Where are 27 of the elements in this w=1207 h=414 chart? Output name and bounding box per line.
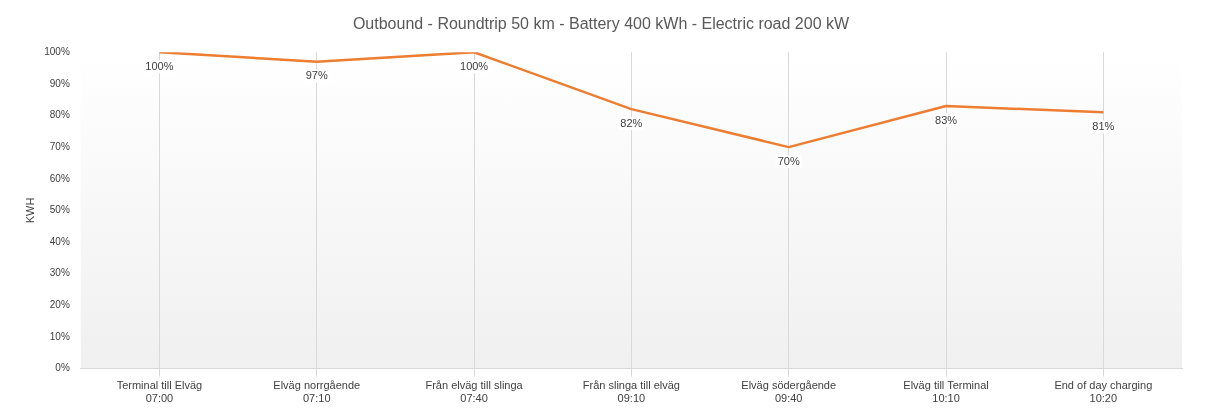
y-axis-title: KWH bbox=[23, 197, 36, 224]
chart-title: Outbound - Roundtrip 50 km - Battery 400 kWh - Electric road 200 kW bbox=[352, 15, 850, 33]
x-tick-label: Från elväg till slinga 07:40 bbox=[425, 379, 524, 405]
data-label: 81% bbox=[1092, 119, 1115, 132]
x-tick-label: Elväg södergående 09:40 bbox=[741, 379, 837, 405]
data-label: 82% bbox=[620, 116, 643, 129]
x-tick-label: Elväg till Terminal 10:10 bbox=[903, 379, 989, 405]
y-tick-label: 90% bbox=[49, 77, 70, 89]
y-tick-label: 20% bbox=[49, 299, 70, 311]
y-tick-label: 50% bbox=[49, 204, 70, 216]
data-label: 100% bbox=[460, 59, 489, 72]
y-tick-label: 10% bbox=[49, 330, 70, 342]
data-label: 70% bbox=[777, 154, 800, 167]
x-tick-label: Terminal till Elväg 07:00 bbox=[116, 379, 203, 405]
data-label: 97% bbox=[305, 69, 328, 82]
y-tick-label: 40% bbox=[49, 235, 70, 247]
y-tick-label: 100% bbox=[44, 45, 70, 57]
y-tick-label: 70% bbox=[49, 140, 70, 152]
data-label: 83% bbox=[935, 113, 958, 126]
x-tick-label: Från slinga till elväg 09:10 bbox=[582, 379, 680, 405]
x-tick-label: End of day charging 10:20 bbox=[1054, 379, 1153, 405]
x-tick-label: Elväg norrgående 07:10 bbox=[273, 379, 361, 405]
y-tick-label: 30% bbox=[49, 267, 70, 279]
y-tick-label: 80% bbox=[49, 109, 70, 121]
data-label: 100% bbox=[145, 59, 174, 72]
y-tick-label: 60% bbox=[49, 172, 70, 184]
y-tick-label: 0% bbox=[55, 362, 70, 374]
